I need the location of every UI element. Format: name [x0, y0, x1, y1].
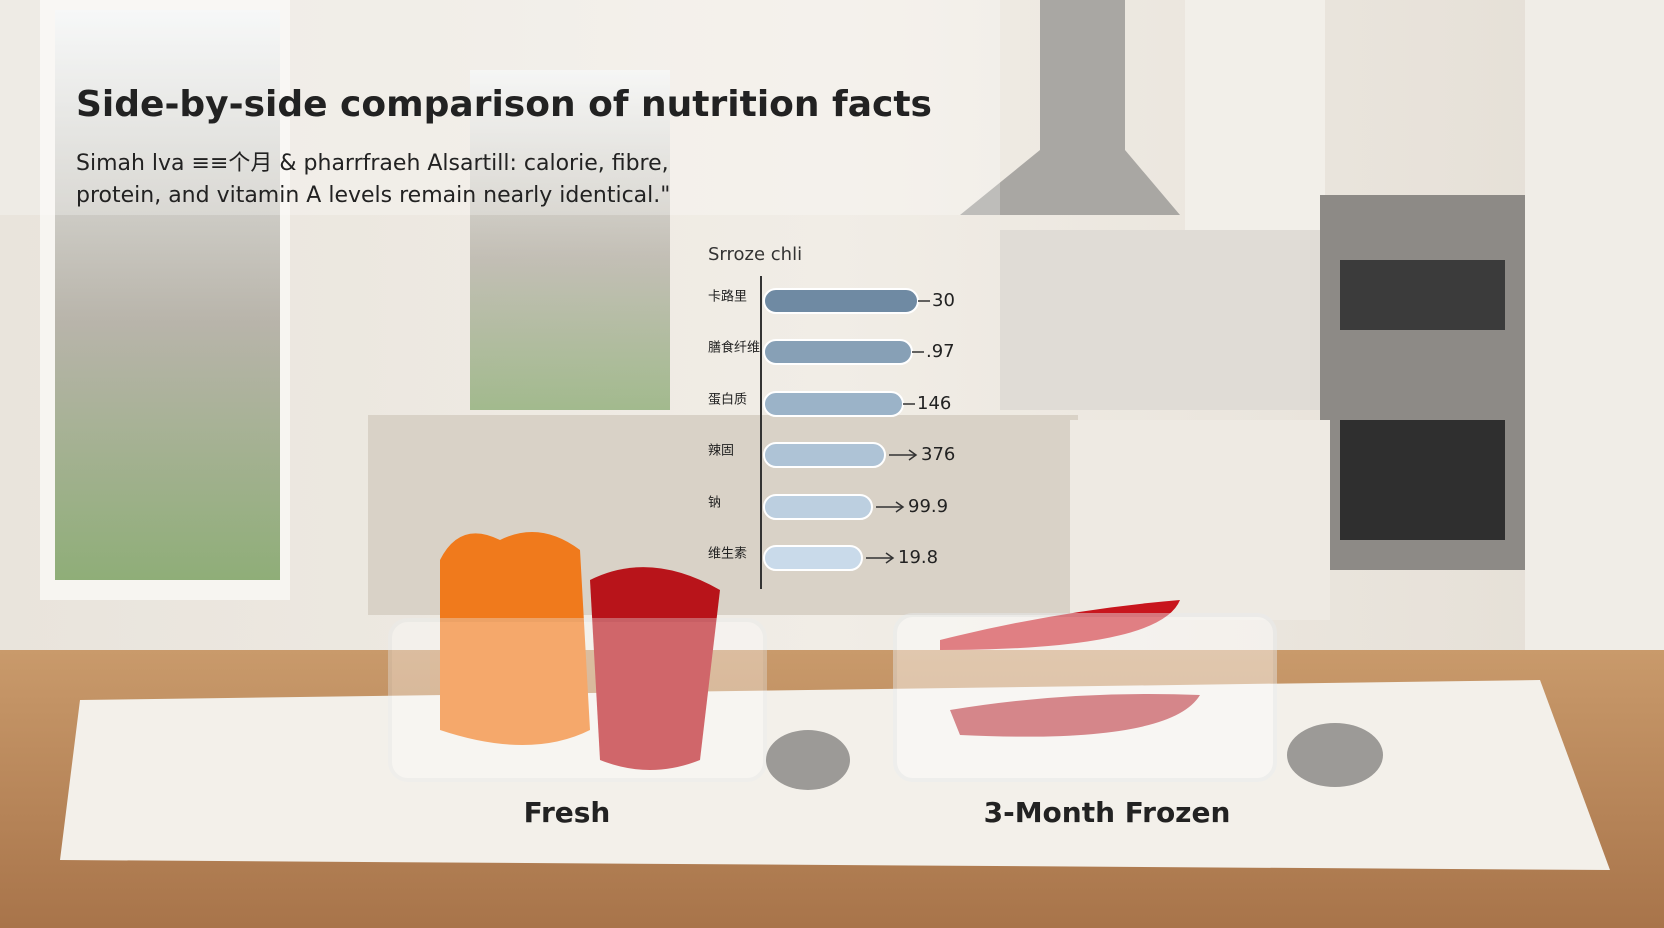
row-label: 蛋白质 — [708, 392, 747, 408]
oven-window — [1340, 260, 1505, 330]
bar — [763, 339, 913, 365]
bar — [763, 545, 863, 571]
value-label: .97 — [926, 341, 955, 362]
row-label: 钠 — [708, 496, 721, 511]
row-label: 辣固 — [708, 444, 734, 459]
row-label: 卡路里 — [708, 289, 747, 305]
pepper — [590, 567, 720, 770]
value-label: 30 — [932, 290, 955, 311]
value-label: 146 — [917, 393, 951, 414]
measuring-cup — [1287, 723, 1383, 787]
bar — [763, 391, 904, 417]
value-label: 99.9 — [908, 496, 948, 517]
value-label: 19.8 — [898, 547, 938, 568]
caption: 3-Month Frozen — [984, 796, 1231, 829]
cabinet — [1070, 420, 1330, 620]
subtitle: Simah lva ≡≡个月 & pharrfraeh Alsartill: c… — [76, 151, 669, 176]
cabinet — [1525, 0, 1664, 650]
bar — [763, 494, 873, 520]
arrow-head — [908, 449, 918, 461]
measuring-cup — [766, 730, 850, 790]
container — [893, 613, 1277, 782]
bar — [763, 442, 886, 468]
oven-window — [1340, 420, 1505, 540]
window — [470, 70, 670, 410]
container — [388, 618, 767, 782]
subtitle: protein, and vitamin A levels remain nea… — [76, 183, 670, 208]
title: Side-by-side comparison of nutrition fac… — [76, 84, 932, 125]
row-label: 维生素 — [708, 547, 747, 562]
bar — [763, 288, 919, 314]
row-label: 膳食纤维 — [708, 340, 760, 356]
value-label: 376 — [921, 444, 955, 465]
window — [55, 10, 280, 580]
pepper — [440, 532, 590, 745]
chart-title: Srroze chli — [708, 244, 802, 265]
title-backdrop — [0, 0, 1000, 215]
chili — [950, 694, 1200, 737]
caption: Fresh — [524, 796, 611, 829]
chili — [940, 600, 1180, 650]
hood — [960, 0, 1180, 215]
backsplash — [1000, 230, 1320, 410]
arrow-head — [885, 552, 895, 564]
arrow-head — [895, 501, 905, 513]
